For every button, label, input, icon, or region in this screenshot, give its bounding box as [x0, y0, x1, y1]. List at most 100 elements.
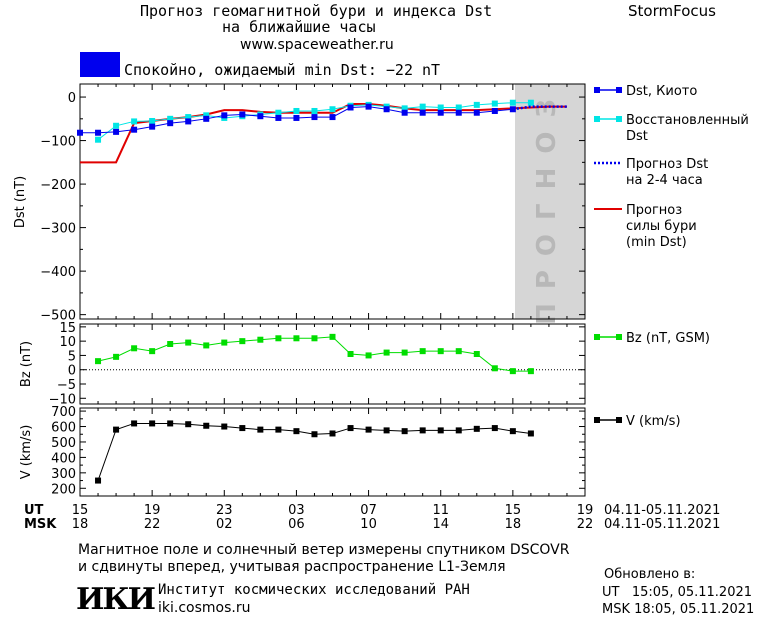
legend-forecast-dst-label-2: на 2-4 часа [626, 173, 703, 188]
axes-layer: 0−100−200−300−400−500151050−5−1070060050… [40, 84, 593, 532]
bz-point [131, 345, 138, 352]
bz-point [239, 338, 246, 345]
restored-dst-point [131, 118, 138, 125]
solar-wind-speed-point [275, 426, 282, 433]
bz-point [311, 335, 318, 342]
title-line-1: Прогноз геомагнитной бури и индекса Dst [140, 2, 493, 20]
msk-tick-label: 22 [577, 517, 594, 532]
iki-logo: ИКИ [76, 582, 156, 617]
bz-ytick-label: −5 [57, 378, 76, 393]
solar-wind-speed-point [401, 428, 408, 435]
ut-tick-label: 15 [72, 503, 89, 518]
dst-kyoto-point [455, 109, 462, 116]
ut-tick-label: 15 [505, 503, 522, 518]
legend-forecast-dst-label-1: Прогноз Dst [626, 157, 708, 172]
solar-wind-speed-point [527, 430, 534, 437]
dst-ytick-label: −200 [40, 178, 76, 193]
bz-point [383, 349, 390, 356]
brand-name: StormFocus [628, 2, 716, 20]
ut-tick-label: 11 [432, 503, 449, 518]
restored-dst-point [419, 103, 426, 110]
restored-dst-point [167, 115, 174, 122]
restored-dst-point [455, 104, 462, 111]
solar-wind-speed-point [347, 425, 354, 432]
legend-bz: Bz (nT, GSM) [594, 331, 710, 346]
dst-ytick-label: −400 [40, 265, 76, 280]
msk-tick-label: 18 [72, 517, 89, 532]
bz-ytick-label: −10 [49, 392, 76, 407]
solar-wind-speed-point [383, 427, 390, 434]
note-line-2: и сдвинуты вперед, учитывая распростране… [78, 559, 506, 575]
bz-ytick-label: 0 [68, 364, 76, 379]
dst-kyoto-point [437, 109, 444, 116]
restored-dst-point [491, 100, 498, 107]
forecast-region [515, 84, 585, 319]
restored-dst-point [311, 107, 318, 114]
institute-name: Институт космических исследований РАН [158, 582, 470, 598]
forecast-label: ПРОГНОЗ [532, 85, 562, 325]
dst-kyoto-point [149, 123, 156, 130]
ut-tick-label: 19 [144, 503, 161, 518]
dst-kyoto-point [365, 103, 372, 110]
dst-kyoto-point [185, 118, 192, 125]
legend-storm-label-3: (min Dst) [626, 235, 687, 250]
v-ytick-label: 700 [51, 405, 76, 420]
bz-point [113, 353, 120, 360]
msk-tick-label: 22 [144, 517, 161, 532]
legend-v-label: V (km/s) [626, 414, 681, 429]
solar-wind-speed-point [293, 428, 300, 435]
v-ytick-label: 600 [51, 421, 76, 436]
solar-wind-speed-point [509, 428, 516, 435]
solar-wind-speed-point [491, 425, 498, 432]
dst-kyoto-point [77, 129, 83, 136]
v-ytick-label: 200 [51, 482, 76, 497]
institute-site[interactable]: iki.cosmos.ru [158, 600, 251, 616]
legend-storm: Прогноз силы бури (min Dst) [594, 203, 697, 250]
site-link[interactable]: www.spaceweather.ru [240, 37, 394, 53]
solar-wind-speed-point [257, 426, 264, 433]
restored-dst-point [95, 136, 102, 143]
bz-point [401, 349, 408, 356]
bz-point [275, 335, 282, 342]
bz-point [329, 333, 336, 340]
bz-point [149, 348, 156, 355]
legend-restored-label-2: Dst [626, 129, 648, 144]
note-line-1: Магнитное поле и солнечный ветер измерен… [78, 542, 570, 558]
date-range-msk: 04.11-05.11.2021 [604, 517, 720, 532]
dst-kyoto-point [95, 129, 102, 136]
dst-kyoto-point [167, 120, 174, 127]
dst-ytick-label: 0 [68, 91, 76, 106]
bz-point [527, 368, 534, 375]
solar-wind-speed-point [131, 420, 138, 427]
dst-kyoto-point [473, 109, 480, 116]
solar-wind-speed-point [329, 430, 336, 437]
bz-point [221, 339, 228, 346]
dst-kyoto-point [113, 128, 120, 135]
bz-point [455, 348, 462, 355]
restored-dst-point [329, 106, 336, 113]
bz-ytick-label: 5 [68, 349, 76, 364]
solar-wind-speed-point [455, 427, 462, 434]
dst-kyoto-point [257, 113, 264, 120]
series-layer [77, 99, 567, 484]
solar-wind-speed-point [95, 477, 102, 484]
solar-wind-speed-point [473, 425, 480, 432]
dst-kyoto-point [491, 107, 498, 114]
dst-kyoto-point [239, 111, 246, 118]
solar-wind-speed-point [203, 422, 210, 429]
restored-dst-point [203, 112, 210, 119]
v-ytick-label: 500 [51, 436, 76, 451]
restored-dst-point [527, 99, 534, 106]
solar-wind-speed-point [221, 423, 228, 430]
v-panel-frame [79, 407, 586, 497]
msk-tick-label: 10 [360, 517, 377, 532]
dst-kyoto-point [401, 109, 408, 116]
dst-kyoto-point [221, 112, 228, 119]
ut-label: UT [24, 503, 44, 518]
dst-kyoto-point [329, 114, 336, 121]
restored-dst-point [185, 114, 192, 121]
bz-ytick-label: 15 [59, 321, 76, 336]
bz-ytick-label: 10 [59, 335, 76, 350]
dst-kyoto-point [203, 115, 210, 122]
